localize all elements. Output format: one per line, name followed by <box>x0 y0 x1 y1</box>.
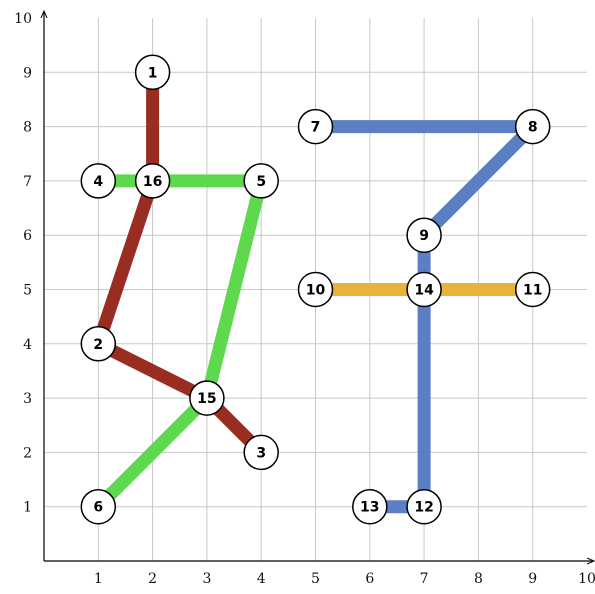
node-circle <box>406 217 442 253</box>
axes <box>44 12 593 561</box>
node-12: 12 <box>406 488 442 525</box>
y-tick-label: 3 <box>23 391 32 407</box>
node-label: 8 <box>528 120 538 136</box>
y-tick-label: 1 <box>23 500 32 516</box>
node-label: 13 <box>360 500 379 516</box>
y-tick-label: 9 <box>23 65 32 81</box>
node-circle <box>243 163 279 199</box>
node-label: 6 <box>93 500 103 516</box>
node-circle <box>134 163 171 199</box>
node-circle <box>352 488 388 525</box>
node-label: 5 <box>256 174 266 190</box>
x-tick-label: 5 <box>311 571 320 587</box>
x-tick-label: 2 <box>148 571 157 587</box>
node-circle <box>80 326 117 362</box>
x-tick-label: 10 <box>578 571 595 587</box>
node-label: 10 <box>306 283 326 299</box>
y-tick-label: 2 <box>23 445 32 461</box>
node-6: 6 <box>80 488 117 525</box>
node-label: 11 <box>523 283 542 299</box>
node-13: 13 <box>352 488 388 525</box>
node-circle <box>297 108 334 145</box>
node-label: 3 <box>256 445 266 461</box>
node-16: 16 <box>134 163 171 199</box>
y-tick-label: 8 <box>23 120 32 136</box>
x-tick-label: 7 <box>420 571 429 587</box>
node-label: 12 <box>414 500 433 516</box>
node-1: 1 <box>134 54 171 91</box>
node-circle <box>514 271 551 308</box>
x-tick-label: 6 <box>365 571 374 587</box>
node-7: 7 <box>297 108 334 145</box>
node-circle <box>406 488 442 525</box>
node-9: 9 <box>406 217 442 253</box>
node-label: 4 <box>93 174 103 190</box>
node-8: 8 <box>514 108 551 145</box>
node-circle <box>80 488 117 525</box>
x-tick-label: 3 <box>202 571 211 587</box>
node-circle <box>406 271 442 308</box>
node-10: 10 <box>297 271 334 308</box>
y-tick-label: 7 <box>23 174 32 190</box>
node-circle <box>80 163 117 199</box>
x-tick-label: 8 <box>474 571 483 587</box>
node-label: 2 <box>93 337 103 353</box>
node-label: 15 <box>197 391 216 407</box>
node-11: 11 <box>514 271 551 308</box>
node-14: 14 <box>406 271 442 308</box>
y-tick-label: 4 <box>23 337 32 353</box>
node-2: 2 <box>80 326 117 362</box>
node-circle <box>514 108 551 145</box>
y-tick-label: 5 <box>23 283 32 299</box>
node-label: 16 <box>143 174 162 190</box>
x-tick-label: 9 <box>528 571 537 587</box>
node-4: 4 <box>80 163 117 199</box>
node-circle <box>297 271 334 308</box>
node-3: 3 <box>243 434 279 471</box>
node-circle <box>134 54 171 91</box>
node-circle <box>189 380 225 416</box>
x-tick-label: 4 <box>257 571 266 587</box>
x-tick-label: 1 <box>94 571 103 587</box>
y-tick-label: 6 <box>23 228 32 244</box>
node-circle <box>243 434 279 471</box>
node-label: 14 <box>414 283 434 299</box>
node-label: 9 <box>419 228 429 244</box>
node-label: 7 <box>311 120 321 136</box>
node-15: 15 <box>189 380 225 416</box>
node-5: 5 <box>243 163 279 199</box>
y-tick-label: 10 <box>14 11 32 27</box>
node-label: 1 <box>148 65 158 81</box>
